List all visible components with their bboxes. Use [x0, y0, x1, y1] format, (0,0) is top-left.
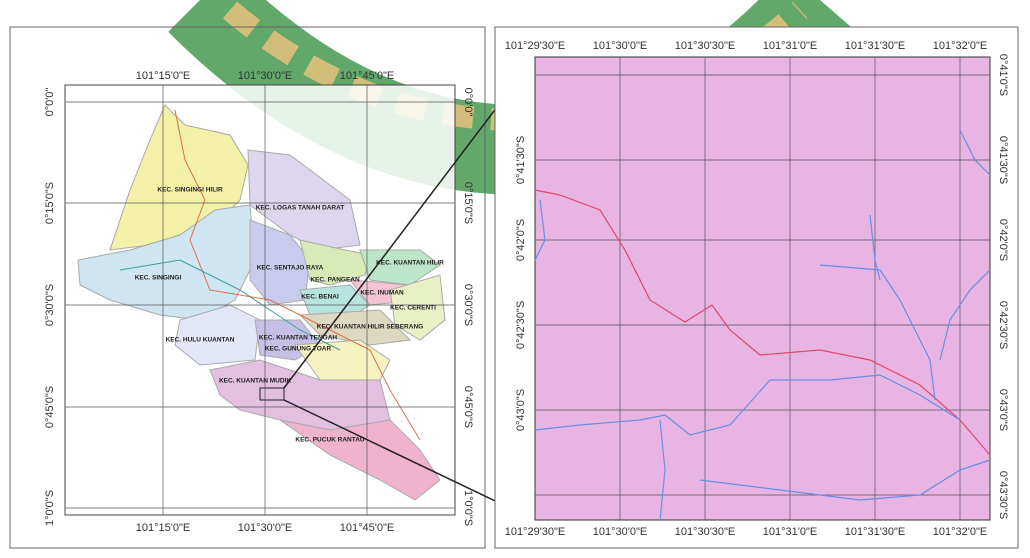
district-label: KEC. BENAI: [301, 294, 339, 301]
lat-label: 0°42'30"S: [515, 301, 527, 349]
lon-label: 101°29'30"E: [505, 40, 566, 52]
zoom-line: [283, 56, 536, 389]
lat-label: 0°43'0"S: [515, 389, 527, 431]
lat-label: 0°30'0"S: [462, 284, 474, 326]
district-label: KEC. KUANTAN TENGAH: [259, 335, 338, 342]
lon-label: 101°30'30"E: [675, 526, 736, 538]
lon-label: 101°30'30"E: [675, 40, 736, 52]
lat-label: 1°0'0"S: [462, 490, 474, 526]
district-label: KEC. KUANTAN HILIR: [376, 260, 444, 267]
lon-label: 101°45'0"E: [340, 522, 394, 534]
district-label: KEC. PUCUK RANTAU: [295, 437, 365, 444]
districts: [77, 104, 446, 501]
lat-label: 0°0'0": [44, 88, 56, 117]
lat-label: 0°41'30"S: [997, 136, 1009, 184]
lat-label: 0°30'0"S: [44, 284, 56, 326]
district-label: KEC. CERENTI: [390, 305, 436, 312]
lat-label: 0°41'30"S: [515, 136, 527, 184]
lat-label: 1°0'0"S: [44, 490, 56, 526]
lon-label: 101°45'0"E: [340, 70, 394, 82]
detail-map-area: [534, 56, 991, 521]
lat-label: 0°43'0"S: [997, 389, 1009, 431]
lat-label: 0°42'0"S: [515, 219, 527, 261]
district-label: KEC. INUMAN: [360, 290, 404, 297]
lon-label: 101°30'0"E: [238, 522, 292, 534]
district-label: KEC. KUANTAN HILIR SEBERANG: [317, 324, 423, 331]
lat-label: 0°42'30"S: [997, 301, 1009, 349]
lat-label: 0°45'0"S: [462, 386, 474, 428]
lon-label: 101°31'0"E: [763, 526, 817, 538]
lon-label: 101°29'30"E: [505, 526, 566, 538]
district-label: KEC. GUNUNG TOAR: [265, 346, 332, 353]
lon-label: 101°31'30"E: [845, 40, 906, 52]
district-label: KEC. HULU KUANTAN: [166, 337, 235, 344]
lon-label: 101°15'0"E: [136, 522, 190, 534]
lon-label: 101°32'0"E: [933, 40, 987, 52]
district-label: KEC. SINGINGI HILIR: [157, 187, 223, 194]
lat-label: 0°45'0"S: [44, 386, 56, 428]
lon-label: 101°31'30"E: [845, 526, 906, 538]
lat-label: 0°0'0": [462, 88, 474, 117]
overview-frame: [9, 26, 486, 549]
overview-grid: [65, 85, 455, 515]
district-label: KEC. SENTAJO RAYA: [257, 265, 324, 272]
lat-label: 0°42'0"S: [997, 219, 1009, 261]
lon-label: 101°30'0"E: [238, 70, 292, 82]
rivers: [534, 129, 991, 521]
lat-label: 0°15'0"S: [44, 182, 56, 224]
lat-label: 0°41'0"S: [997, 54, 1009, 96]
district-label: KEC. LOGAS TANAH DARAT: [256, 205, 345, 212]
lat-label: 0°15'0"S: [462, 182, 474, 224]
lat-label: 0°43'30"S: [997, 471, 1009, 519]
district-label: KEC. SINGINGI: [135, 275, 182, 282]
lon-label: 101°32'0"E: [933, 526, 987, 538]
lon-label: 101°30'0"E: [593, 40, 647, 52]
district-label: KEC. PANGEAN: [310, 277, 360, 284]
zoom-line: [283, 399, 536, 521]
lon-label: 101°15'0"E: [136, 70, 190, 82]
lon-label: 101°31'0"E: [763, 40, 817, 52]
district-label: KEC. KUANTAN MUDIK: [219, 378, 291, 385]
lon-label: 101°30'0"E: [593, 526, 647, 538]
detail-grid: [535, 57, 990, 520]
zoom-box: [259, 387, 285, 401]
